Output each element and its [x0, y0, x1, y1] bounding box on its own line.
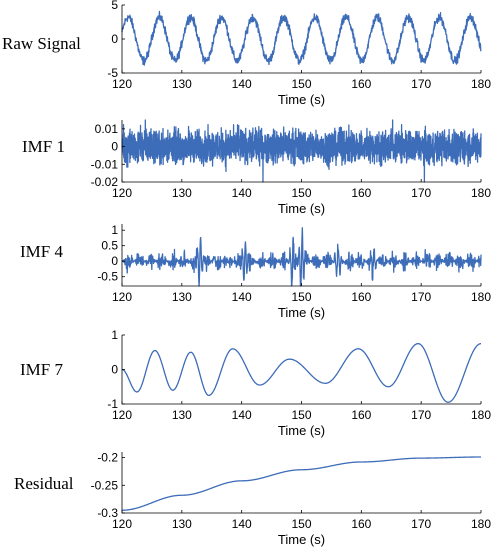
x-tick-label: 120	[112, 408, 132, 422]
y-tick-label: 1	[111, 223, 118, 237]
y-tick-label: 0	[111, 363, 118, 377]
panel-5: 120 130 140 150 160 170 180 -0.2 -0.25 -0.3 Time (…	[14, 451, 491, 547]
y-tick-label: -0.25	[91, 478, 119, 492]
x-tick-label: 140	[232, 408, 252, 422]
series-line	[121, 227, 482, 287]
x-tick-label: 140	[232, 186, 252, 200]
x-tick-label: 120	[112, 186, 132, 200]
axes-frame	[121, 335, 481, 405]
x-tick-label: 140	[232, 517, 252, 531]
x-axis-title: Time (s)	[278, 201, 325, 216]
x-tick-label: 130	[172, 290, 192, 304]
x-tick-label: 120	[112, 517, 132, 531]
x-tick-label: 150	[291, 77, 311, 91]
x-tick-label: 170	[411, 186, 431, 200]
x-tick-label: 180	[471, 517, 491, 531]
y-tick-label: -5	[107, 66, 118, 80]
series-line	[121, 342, 482, 403]
x-tick-label: 180	[471, 186, 491, 200]
x-tick-label: 180	[471, 77, 491, 91]
y-tick-label: 0	[111, 32, 118, 46]
y-axis-title: IMF 7	[20, 360, 63, 379]
x-tick-label: 170	[411, 408, 431, 422]
x-axis-title: Time (s)	[278, 532, 325, 547]
x-tick-label: 160	[351, 77, 371, 91]
x-tick-label: 160	[351, 290, 371, 304]
x-axis-title: Time (s)	[278, 423, 325, 438]
y-axis-title: IMF 1	[22, 137, 65, 156]
x-tick-label: 150	[291, 186, 311, 200]
series-line	[121, 10, 482, 66]
series-line	[121, 456, 482, 511]
panel-3: 120 130 140 150 160 170 180 1 0.50 -0.5 Time (s) IM…	[20, 223, 491, 320]
y-axis-title: Residual	[14, 474, 74, 493]
x-tick-label: 130	[172, 408, 192, 422]
x-tick-label: 120	[112, 77, 132, 91]
x-axis-title: Time (s)	[278, 305, 325, 320]
y-tick-label: -0.01	[91, 157, 119, 171]
x-tick-label: 150	[291, 517, 311, 531]
x-tick-label: 160	[351, 517, 371, 531]
y-tick-label: 0	[111, 140, 118, 154]
x-tick-label: 170	[411, 77, 431, 91]
panel-2: 120 130 140 150 160 170 180 0.01 0 -0.01 -0.02 Time…	[22, 119, 491, 216]
y-tick-label: 0.5	[101, 239, 118, 253]
y-tick-label: -0.5	[97, 270, 118, 284]
x-tick-label: 130	[172, 77, 192, 91]
y-tick-label: 0	[111, 254, 118, 268]
series-line	[121, 119, 482, 183]
axes-frame	[121, 452, 481, 514]
y-tick-label: -0.3	[97, 506, 118, 520]
y-tick-label: -0.2	[97, 451, 118, 465]
x-tick-label: 140	[232, 77, 252, 91]
y-tick-label: 1	[111, 328, 118, 342]
panel-4: 120 130 140 150 160 170 180 1 0 -1 Time (s) IMF 7	[20, 328, 491, 438]
x-tick-label: 170	[411, 517, 431, 531]
x-tick-label: 150	[291, 290, 311, 304]
x-tick-label: 130	[172, 517, 192, 531]
x-tick-label: 180	[471, 290, 491, 304]
x-axis-title: Time (s)	[278, 92, 325, 107]
y-axis-title: IMF 4	[20, 242, 63, 261]
x-tick-label: 160	[351, 186, 371, 200]
x-tick-label: 130	[172, 186, 192, 200]
y-tick-label: -1	[107, 397, 118, 411]
y-tick-label: -0.02	[91, 175, 119, 189]
x-tick-label: 150	[291, 408, 311, 422]
x-tick-label: 170	[411, 290, 431, 304]
y-axis-title: Raw Signal	[2, 34, 81, 53]
y-tick-label: 0.01	[95, 122, 119, 136]
x-tick-label: 180	[471, 408, 491, 422]
x-tick-label: 120	[112, 290, 132, 304]
x-tick-label: 140	[232, 290, 252, 304]
y-tick-label: 5	[111, 0, 118, 12]
x-tick-label: 160	[351, 408, 371, 422]
panel-1: 120 130 140 150 160 170 180 5 0 -5 Time (s) Raw Sig…	[2, 0, 491, 107]
